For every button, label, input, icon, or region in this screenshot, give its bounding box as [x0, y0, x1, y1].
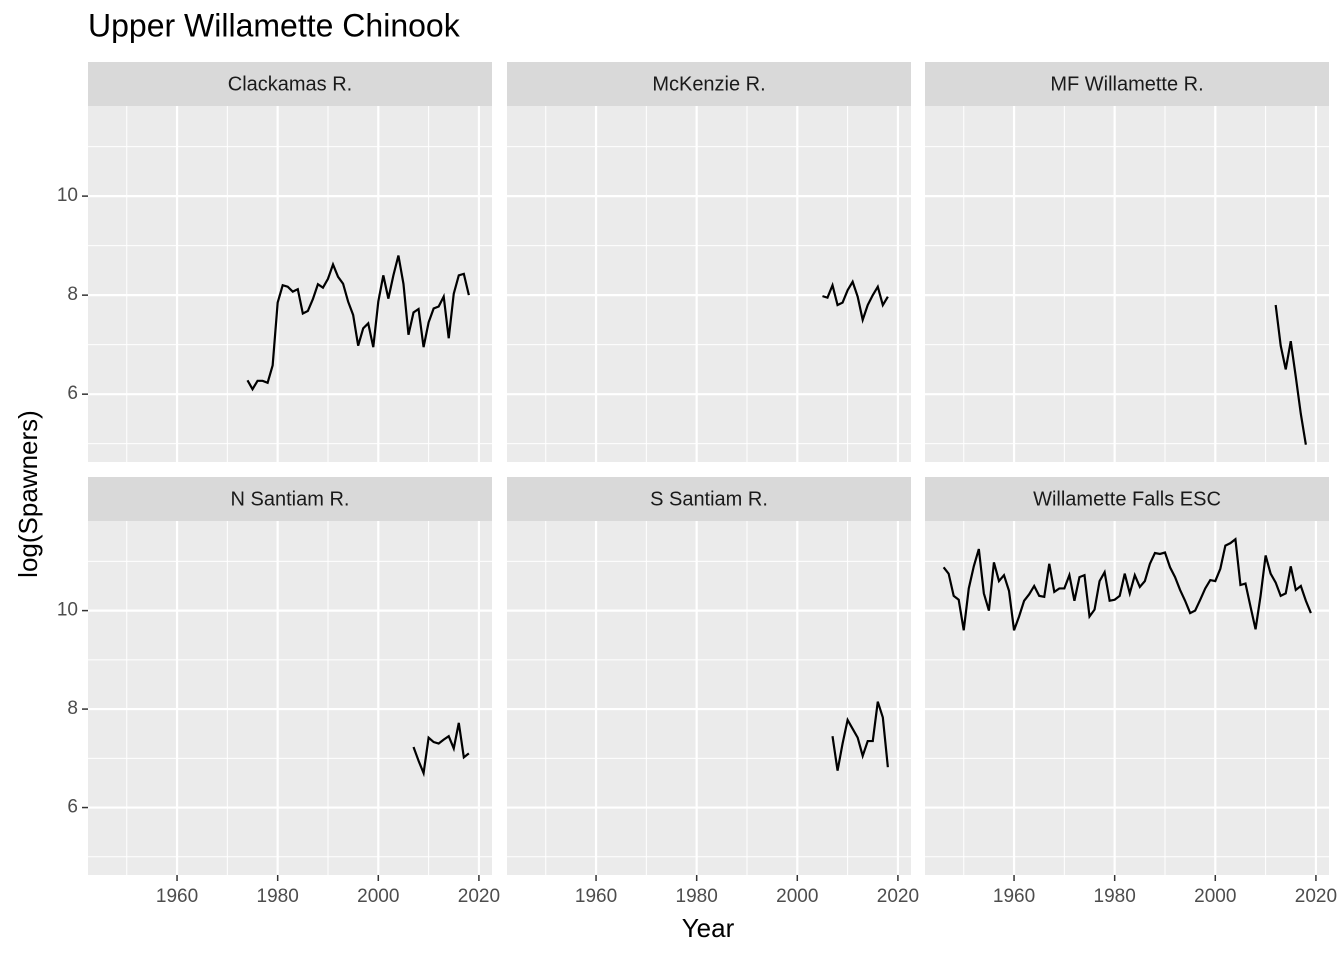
strip	[507, 62, 911, 106]
panel	[88, 106, 492, 462]
strip	[925, 477, 1329, 521]
line	[831, 701, 889, 771]
strip	[88, 62, 492, 106]
y-tick-label: 6	[67, 383, 78, 404]
y-tick-label: 6	[67, 797, 78, 818]
line	[246, 255, 470, 392]
y-tick-label: 10	[57, 185, 78, 206]
x-tick-label: 2020	[1295, 886, 1337, 907]
x-tick-label: 1980	[676, 886, 718, 907]
y-tick-label: 10	[57, 600, 78, 621]
strip-label: McKenzie R.	[652, 73, 765, 95]
x-axis-title: Year	[682, 913, 735, 943]
strip-label: S Santiam R.	[650, 488, 768, 510]
strip-label: N Santiam R.	[231, 488, 350, 510]
strip-label: MF Willamette R.	[1050, 73, 1203, 95]
x-tick-label: 1960	[575, 886, 617, 907]
strip-label: Clackamas R.	[228, 73, 352, 95]
y-tick-label: 8	[67, 698, 78, 719]
x-tick-label: 1980	[257, 886, 299, 907]
panel	[507, 106, 911, 462]
x-tick-label: 2020	[877, 886, 919, 907]
x-tick-label: 1980	[1094, 886, 1136, 907]
panel	[507, 521, 911, 875]
line	[412, 722, 470, 778]
strip-label: Willamette Falls ESC	[1033, 488, 1221, 510]
x-tick-label: 1960	[156, 886, 198, 907]
panel	[925, 521, 1329, 875]
strip	[88, 477, 492, 521]
strip	[925, 62, 1329, 106]
line	[1274, 304, 1307, 445]
panel	[88, 521, 492, 875]
y-tick-label: 8	[67, 284, 78, 305]
line	[942, 537, 1312, 631]
x-tick-label: 1960	[993, 886, 1035, 907]
y-axis-title: log(Spawners)	[13, 410, 43, 578]
x-tick-label: 2020	[458, 886, 500, 907]
line	[822, 279, 889, 325]
x-tick-label: 2000	[1194, 886, 1236, 907]
strip	[507, 477, 911, 521]
x-tick-label: 2000	[776, 886, 818, 907]
panel	[925, 106, 1329, 462]
x-tick-label: 2000	[357, 886, 399, 907]
chart-title: Upper Willamette Chinook	[88, 7, 461, 43]
